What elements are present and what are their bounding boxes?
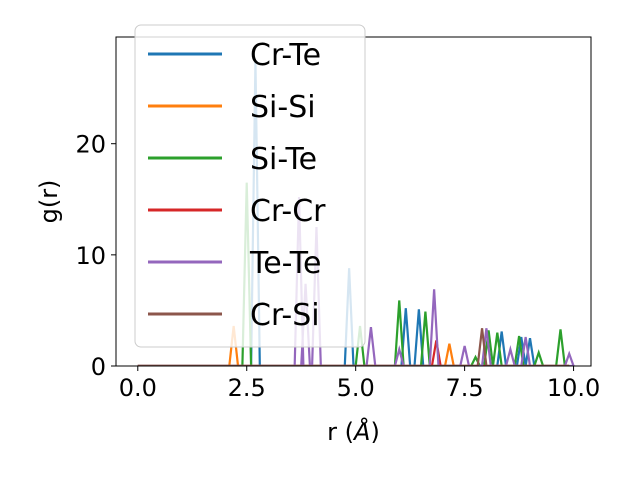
x-tick-label: 7.5 [446, 374, 484, 402]
series-line-si-si [137, 325, 570, 366]
legend-item: Si-Te [148, 142, 317, 177]
y-tick-label: 10 [75, 242, 106, 270]
legend-label: Cr-Te [250, 38, 321, 73]
x-tick-label: 2.5 [228, 374, 266, 402]
x-axis-label-close: ) [370, 418, 379, 446]
legend-label: Si-Si [250, 90, 316, 125]
x-tick-label: 5.0 [337, 374, 375, 402]
legend-label: Cr-Si [250, 298, 320, 333]
x-axis-label-unit: Å [352, 417, 370, 446]
legend-item: Cr-Te [148, 38, 321, 73]
legend-item: Cr-Si [148, 298, 320, 333]
x-axis: 0.0 2.5 5.0 7.5 10.0 [119, 366, 600, 402]
y-axis: 0 10 20 [75, 131, 116, 381]
series-line-cr-si [137, 328, 570, 366]
x-tick-label: 0.0 [119, 374, 157, 402]
x-axis-label: r (Å) [327, 417, 380, 446]
legend-label: Cr-Cr [250, 194, 326, 229]
legend-item: Te-Te [148, 246, 321, 281]
legend-item: Cr-Cr [148, 194, 326, 229]
y-tick-label: 0 [91, 353, 106, 381]
x-tick-label: 10.0 [547, 374, 600, 402]
x-axis-label-main: r ( [327, 418, 354, 446]
legend-label: Te-Te [249, 246, 321, 281]
legend: Cr-Te Si-Si Si-Te Cr-Cr Te-Te Cr-Si [134, 24, 366, 348]
y-tick-label: 20 [75, 131, 106, 159]
legend-label: Si-Te [250, 142, 317, 177]
y-axis-label: g(r) [35, 180, 63, 224]
legend-item: Si-Si [148, 90, 316, 125]
